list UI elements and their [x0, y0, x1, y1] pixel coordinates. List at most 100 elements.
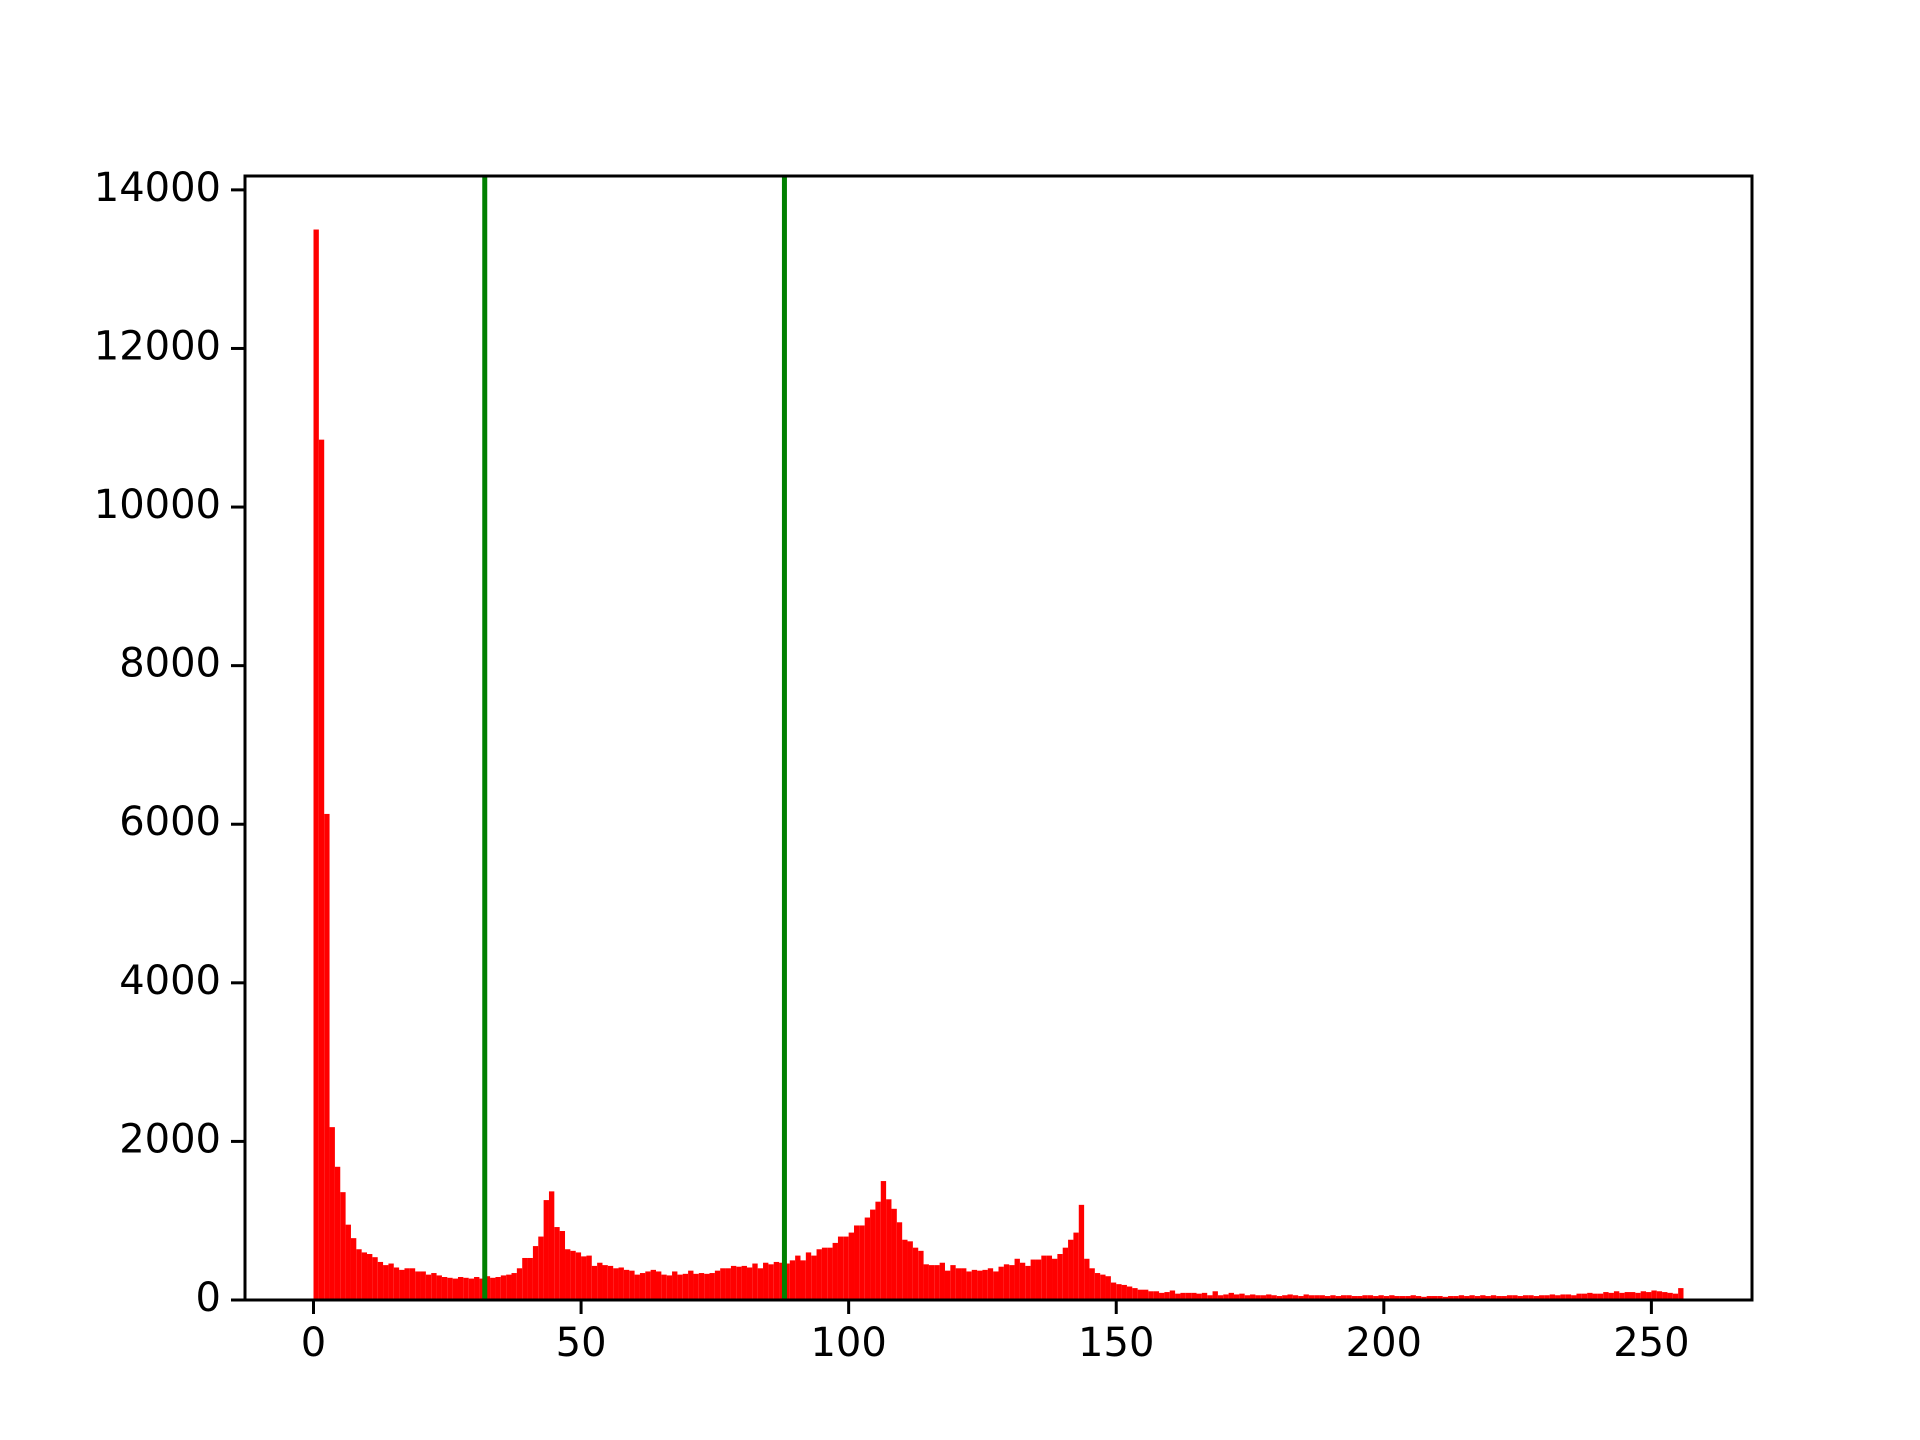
- bar: [1624, 1292, 1630, 1300]
- bar: [516, 1268, 523, 1300]
- bar: [1378, 1295, 1384, 1300]
- bar: [832, 1242, 838, 1300]
- bar: [1555, 1295, 1561, 1300]
- bar: [800, 1260, 806, 1300]
- bar: [500, 1275, 507, 1300]
- bar: [1571, 1295, 1577, 1300]
- bar: [1464, 1296, 1470, 1300]
- bar: [939, 1262, 945, 1300]
- bar: [789, 1260, 796, 1300]
- y-tick-label: 6000: [119, 799, 221, 845]
- bar: [1362, 1295, 1368, 1300]
- bar: [1512, 1295, 1518, 1300]
- bar: [1057, 1254, 1063, 1300]
- bar: [479, 1278, 485, 1300]
- bar: [1431, 1296, 1438, 1300]
- bar: [875, 1201, 881, 1300]
- bar: [1453, 1296, 1459, 1300]
- bar: [666, 1275, 673, 1300]
- bar: [318, 439, 325, 1301]
- bar: [607, 1265, 614, 1300]
- bar: [827, 1247, 833, 1300]
- bar: [1175, 1293, 1181, 1300]
- bar: [409, 1268, 416, 1300]
- x-tick-label: 0: [301, 1320, 326, 1366]
- bar: [966, 1271, 972, 1300]
- bar: [1335, 1296, 1341, 1300]
- bar: [896, 1222, 903, 1300]
- bar: [821, 1247, 828, 1300]
- bar: [1678, 1288, 1684, 1300]
- bar: [880, 1181, 887, 1300]
- bar: [961, 1268, 967, 1300]
- bar: [1357, 1296, 1363, 1300]
- bar: [1212, 1291, 1218, 1300]
- x-tick-label: 150: [1078, 1320, 1154, 1366]
- bar: [1191, 1292, 1197, 1300]
- bar: [1517, 1296, 1523, 1300]
- bar: [334, 1166, 341, 1300]
- bar: [1635, 1292, 1641, 1300]
- bar: [1025, 1265, 1031, 1300]
- bar: [1159, 1292, 1165, 1300]
- bar: [848, 1232, 855, 1300]
- bar: [1169, 1290, 1176, 1300]
- bar: [527, 1257, 533, 1300]
- bar: [1367, 1295, 1374, 1300]
- bar: [1185, 1292, 1192, 1300]
- bar: [677, 1274, 683, 1300]
- y-tick-label: 10000: [94, 482, 221, 528]
- bar: [1019, 1262, 1026, 1300]
- bar: [1137, 1289, 1143, 1300]
- bar: [859, 1225, 865, 1300]
- bar: [548, 1191, 555, 1300]
- bar: [1421, 1296, 1427, 1300]
- bar: [682, 1273, 689, 1300]
- bar: [1528, 1295, 1534, 1300]
- bar: [543, 1200, 549, 1300]
- bar: [1105, 1276, 1111, 1300]
- y-tick-label: 14000: [94, 165, 221, 211]
- y-tick-label: 2000: [119, 1116, 221, 1162]
- bar: [928, 1265, 935, 1300]
- bar: [811, 1255, 817, 1300]
- bar: [1244, 1295, 1251, 1300]
- bar: [506, 1274, 512, 1300]
- bar: [463, 1277, 469, 1300]
- bar: [367, 1254, 373, 1300]
- bar: [1148, 1291, 1154, 1300]
- bar: [854, 1225, 860, 1300]
- bar: [581, 1256, 587, 1300]
- bar: [441, 1277, 448, 1300]
- bar: [870, 1209, 876, 1300]
- bar: [313, 229, 319, 1300]
- bar: [1228, 1292, 1234, 1300]
- bar: [1581, 1293, 1588, 1300]
- axes-frame: [243, 174, 1754, 1302]
- bar: [1089, 1268, 1095, 1300]
- bar: [1629, 1292, 1636, 1300]
- bar: [420, 1271, 426, 1300]
- bar: [907, 1241, 913, 1300]
- bar: [1201, 1292, 1208, 1300]
- bar: [912, 1247, 919, 1300]
- bar: [436, 1275, 442, 1300]
- bar: [1490, 1295, 1497, 1300]
- bar: [1260, 1295, 1267, 1300]
- bar: [452, 1278, 458, 1300]
- bar: [1073, 1232, 1079, 1300]
- bar: [350, 1238, 357, 1300]
- bar: [570, 1250, 576, 1300]
- bar: [730, 1265, 737, 1300]
- bar: [795, 1255, 801, 1300]
- bar: [1608, 1292, 1614, 1300]
- bar: [1223, 1294, 1229, 1300]
- bar: [511, 1273, 517, 1300]
- bar: [1399, 1296, 1406, 1300]
- bar: [998, 1266, 1004, 1300]
- bar: [1458, 1295, 1465, 1300]
- bar: [597, 1262, 603, 1300]
- bar: [971, 1269, 978, 1300]
- bar: [1410, 1295, 1416, 1300]
- bar: [1014, 1258, 1020, 1300]
